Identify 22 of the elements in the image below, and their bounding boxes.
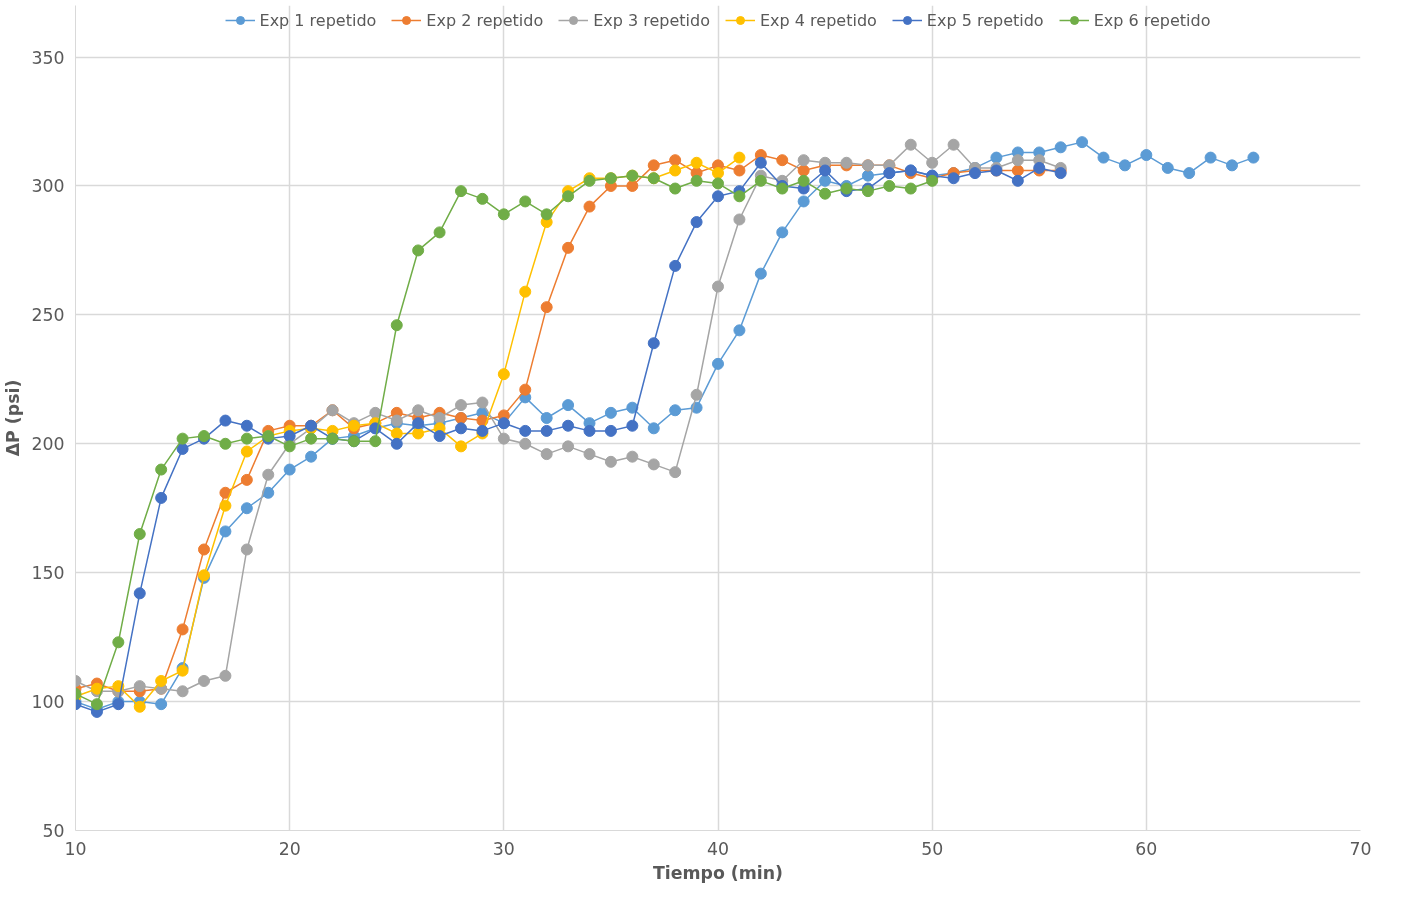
- y-tick-label: 50: [42, 821, 65, 841]
- y-tick-label: 150: [31, 563, 65, 584]
- x-tick-label: 40: [706, 838, 730, 859]
- y-tick-label: 200: [31, 434, 65, 455]
- x-axis-title: Tiempo (min): [652, 862, 784, 883]
- y-tick-label: 300: [31, 176, 65, 197]
- legend-label: Exp 6 repetido: [1093, 10, 1211, 30]
- x-tick-label: 50: [921, 838, 944, 859]
- legend-label: Exp 1 repetido: [259, 10, 377, 30]
- y-tick-label: 100: [31, 692, 65, 713]
- x-tick-label: 70: [1349, 838, 1372, 859]
- legend-label: Exp 2 repetido: [426, 10, 544, 30]
- x-tick-label: 30: [492, 838, 515, 859]
- legend-label: Exp 5 repetido: [926, 10, 1044, 30]
- x-tick-label: 60: [1135, 838, 1158, 859]
- y-tick-label: 250: [31, 305, 65, 326]
- legend-label: Exp 3 repetido: [593, 10, 710, 30]
- x-tick-label: 20: [278, 838, 301, 859]
- x-tick-label: 10: [64, 838, 87, 859]
- legend-label: Exp 4 repetido: [760, 10, 877, 30]
- y-tick-label: 350: [31, 47, 65, 68]
- y-axis-title: ΔP (psi): [3, 379, 24, 457]
